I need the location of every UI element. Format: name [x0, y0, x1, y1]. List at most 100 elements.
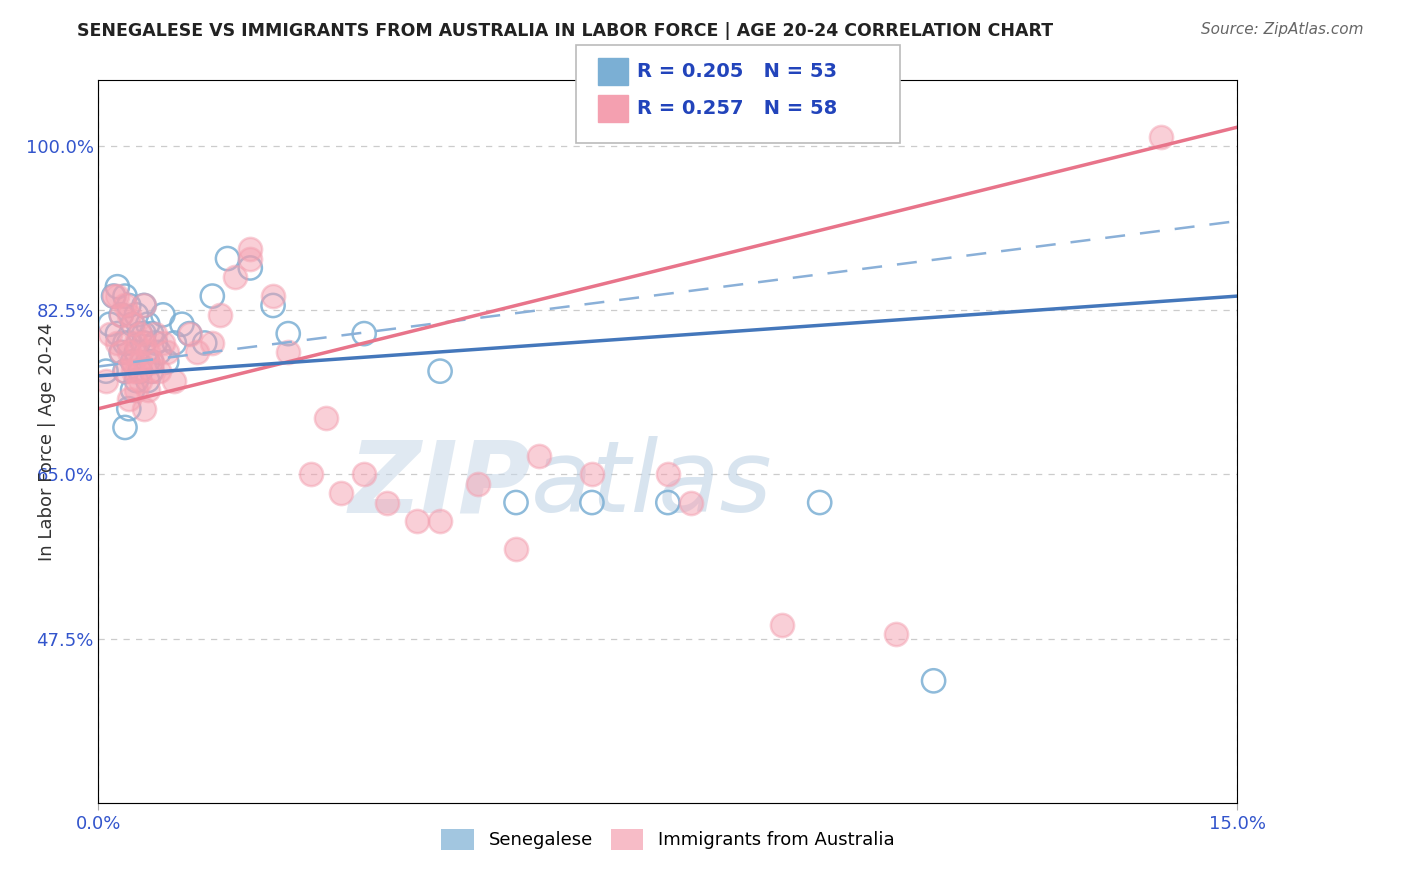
Point — [125, 345, 148, 359]
Point — [129, 326, 152, 341]
Point — [94, 364, 117, 378]
Point — [152, 336, 174, 351]
Point — [141, 364, 163, 378]
Point — [884, 627, 907, 641]
Point — [94, 374, 117, 388]
Point — [125, 336, 148, 351]
Point — [201, 289, 224, 303]
Point — [129, 364, 152, 378]
Point — [118, 298, 141, 312]
Point — [98, 318, 121, 332]
Point — [141, 364, 163, 378]
Point — [179, 326, 201, 341]
Point — [194, 336, 217, 351]
Point — [132, 326, 155, 341]
Point — [179, 326, 201, 341]
Point — [277, 345, 299, 359]
Point — [170, 318, 193, 332]
Point — [217, 252, 239, 266]
Point — [163, 374, 186, 388]
Point — [808, 495, 831, 509]
Point — [114, 420, 136, 434]
Point — [156, 345, 179, 359]
Point — [121, 364, 143, 378]
Point — [224, 270, 246, 285]
Point — [770, 617, 793, 632]
Point — [125, 374, 148, 388]
Point — [125, 308, 148, 322]
Point — [125, 364, 148, 378]
Point — [505, 542, 527, 557]
Point — [145, 336, 167, 351]
Point — [239, 252, 262, 266]
Text: atlas: atlas — [531, 436, 773, 533]
Point — [114, 298, 136, 312]
Point — [186, 345, 208, 359]
Point — [299, 467, 322, 482]
Point — [353, 467, 375, 482]
Point — [118, 308, 141, 322]
Point — [121, 355, 143, 369]
Point — [132, 401, 155, 416]
Point — [110, 308, 132, 322]
Point — [353, 326, 375, 341]
Point — [132, 298, 155, 312]
Point — [103, 289, 125, 303]
Point — [581, 467, 603, 482]
Point — [114, 364, 136, 378]
Point — [132, 336, 155, 351]
Legend: Senegalese, Immigrants from Australia: Senegalese, Immigrants from Australia — [433, 820, 903, 859]
Text: Source: ZipAtlas.com: Source: ZipAtlas.com — [1201, 22, 1364, 37]
Point — [136, 355, 159, 369]
Point — [114, 336, 136, 351]
Point — [110, 345, 132, 359]
Point — [156, 355, 179, 369]
Point — [132, 336, 155, 351]
Point — [148, 364, 170, 378]
Point — [125, 345, 148, 359]
Point — [136, 383, 159, 397]
Point — [118, 345, 141, 359]
Point — [110, 308, 132, 322]
Text: ZIP: ZIP — [349, 436, 531, 533]
Point — [262, 289, 284, 303]
Point — [136, 345, 159, 359]
Point — [118, 401, 141, 416]
Point — [107, 289, 129, 303]
Point — [679, 495, 702, 509]
Point — [315, 411, 337, 425]
Point — [581, 495, 603, 509]
Point — [132, 298, 155, 312]
Point — [148, 345, 170, 359]
Point — [114, 289, 136, 303]
Point — [136, 374, 159, 388]
Point — [110, 345, 132, 359]
Text: SENEGALESE VS IMMIGRANTS FROM AUSTRALIA IN LABOR FORCE | AGE 20-24 CORRELATION C: SENEGALESE VS IMMIGRANTS FROM AUSTRALIA … — [77, 22, 1053, 40]
Point — [163, 336, 186, 351]
Point — [330, 486, 353, 500]
Point — [129, 355, 152, 369]
Point — [107, 336, 129, 351]
Text: R = 0.205   N = 53: R = 0.205 N = 53 — [637, 62, 837, 81]
Text: R = 0.257   N = 58: R = 0.257 N = 58 — [637, 99, 837, 119]
Point — [201, 336, 224, 351]
Point — [141, 355, 163, 369]
Point — [657, 467, 679, 482]
Point — [657, 495, 679, 509]
Point — [1150, 129, 1173, 144]
Point — [262, 298, 284, 312]
Point — [527, 449, 550, 463]
Point — [129, 326, 152, 341]
Point — [103, 289, 125, 303]
Point — [118, 336, 141, 351]
Point — [406, 514, 429, 528]
Point — [118, 392, 141, 407]
Point — [107, 326, 129, 341]
Point — [141, 355, 163, 369]
Point — [121, 355, 143, 369]
Point — [429, 364, 451, 378]
Point — [277, 326, 299, 341]
Point — [239, 260, 262, 275]
Point — [121, 383, 143, 397]
Point — [145, 326, 167, 341]
